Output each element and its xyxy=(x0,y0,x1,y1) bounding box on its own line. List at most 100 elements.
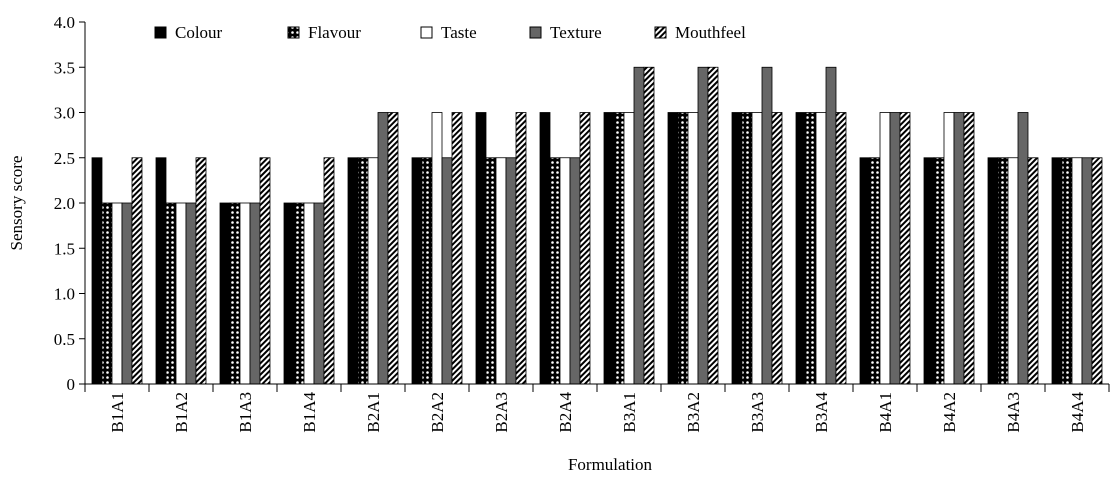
bar xyxy=(963,112,975,385)
bar xyxy=(431,112,443,385)
bar xyxy=(421,157,433,385)
bar xyxy=(515,112,527,385)
bar xyxy=(997,157,1009,385)
y-tick-label: 0.5 xyxy=(54,330,75,349)
bar xyxy=(165,202,177,385)
bar xyxy=(751,112,763,385)
bar xyxy=(229,202,241,385)
bar xyxy=(761,66,773,385)
bar xyxy=(559,157,571,385)
x-tick-label: B1A2 xyxy=(172,392,191,433)
bar xyxy=(505,157,517,385)
x-tick-label: B3A3 xyxy=(748,392,767,433)
bar xyxy=(771,112,783,385)
bar xyxy=(667,112,679,385)
bar xyxy=(195,157,207,385)
legend-swatch xyxy=(154,26,167,39)
x-tick-label: B3A4 xyxy=(812,392,831,433)
bar xyxy=(623,112,635,385)
legend-label: Flavour xyxy=(308,23,361,42)
x-tick-label: B4A3 xyxy=(1004,392,1023,433)
y-tick-label: 2.0 xyxy=(54,194,75,213)
x-tick-label: B2A3 xyxy=(492,392,511,433)
bar xyxy=(731,112,743,385)
bar xyxy=(613,112,625,385)
bar xyxy=(889,112,901,385)
bar xyxy=(111,202,123,385)
bar xyxy=(879,112,891,385)
bar xyxy=(155,157,167,385)
bar xyxy=(539,112,551,385)
y-tick-label: 2.5 xyxy=(54,149,75,168)
legend-label: Colour xyxy=(175,23,223,42)
x-tick-label: B1A4 xyxy=(300,392,319,433)
y-tick-label: 0 xyxy=(67,375,76,394)
bar xyxy=(131,157,143,385)
bar xyxy=(633,66,645,385)
bar xyxy=(933,157,945,385)
bar xyxy=(1071,157,1083,385)
x-axis-label: Formulation xyxy=(568,455,653,474)
bar xyxy=(347,157,359,385)
bar xyxy=(323,157,335,385)
bar xyxy=(643,66,655,385)
bar xyxy=(795,112,807,385)
bar xyxy=(441,157,453,385)
x-tick-label: B3A2 xyxy=(684,392,703,433)
y-tick-label: 1.5 xyxy=(54,239,75,258)
bar xyxy=(899,112,911,385)
x-tick-label: B2A4 xyxy=(556,392,575,433)
y-tick-label: 3.0 xyxy=(54,104,75,123)
bar xyxy=(1027,157,1039,385)
legend-swatch xyxy=(287,26,300,39)
bar xyxy=(293,202,305,385)
x-tick-label: B1A3 xyxy=(236,392,255,433)
bar xyxy=(815,112,827,385)
bar xyxy=(943,112,955,385)
bar xyxy=(825,66,837,385)
bar xyxy=(579,112,591,385)
x-tick-label: B4A2 xyxy=(940,392,959,433)
bar xyxy=(175,202,187,385)
y-tick-label: 3.5 xyxy=(54,58,75,77)
bar xyxy=(697,66,709,385)
y-axis-label: Sensory score xyxy=(7,156,26,251)
bar xyxy=(495,157,507,385)
bar xyxy=(185,202,197,385)
bar xyxy=(367,157,379,385)
bar xyxy=(1061,157,1073,385)
legend-swatch xyxy=(654,26,667,39)
bar xyxy=(835,112,847,385)
bar xyxy=(1051,157,1063,385)
bar xyxy=(411,157,423,385)
bar xyxy=(603,112,615,385)
bar xyxy=(987,157,999,385)
bar xyxy=(313,202,325,385)
bar xyxy=(869,157,881,385)
bar xyxy=(91,157,103,385)
bar xyxy=(357,157,369,385)
y-tick-label: 1.0 xyxy=(54,285,75,304)
legend-swatch xyxy=(529,26,542,39)
bar xyxy=(1081,157,1093,385)
legend-label: Texture xyxy=(550,23,602,42)
bar xyxy=(377,112,389,385)
bar xyxy=(1017,112,1029,385)
bar xyxy=(953,112,965,385)
x-tick-label: B3A1 xyxy=(620,392,639,433)
bar xyxy=(859,157,871,385)
bar xyxy=(805,112,817,385)
y-tick-label: 4.0 xyxy=(54,13,75,32)
bar xyxy=(475,112,487,385)
bar xyxy=(677,112,689,385)
bar xyxy=(101,202,113,385)
bar xyxy=(741,112,753,385)
bar xyxy=(121,202,133,385)
bar xyxy=(219,202,231,385)
x-tick-label: B4A1 xyxy=(876,392,895,433)
x-tick-label: B1A1 xyxy=(108,392,127,433)
bar xyxy=(1007,157,1019,385)
bar xyxy=(239,202,251,385)
bar xyxy=(249,202,261,385)
